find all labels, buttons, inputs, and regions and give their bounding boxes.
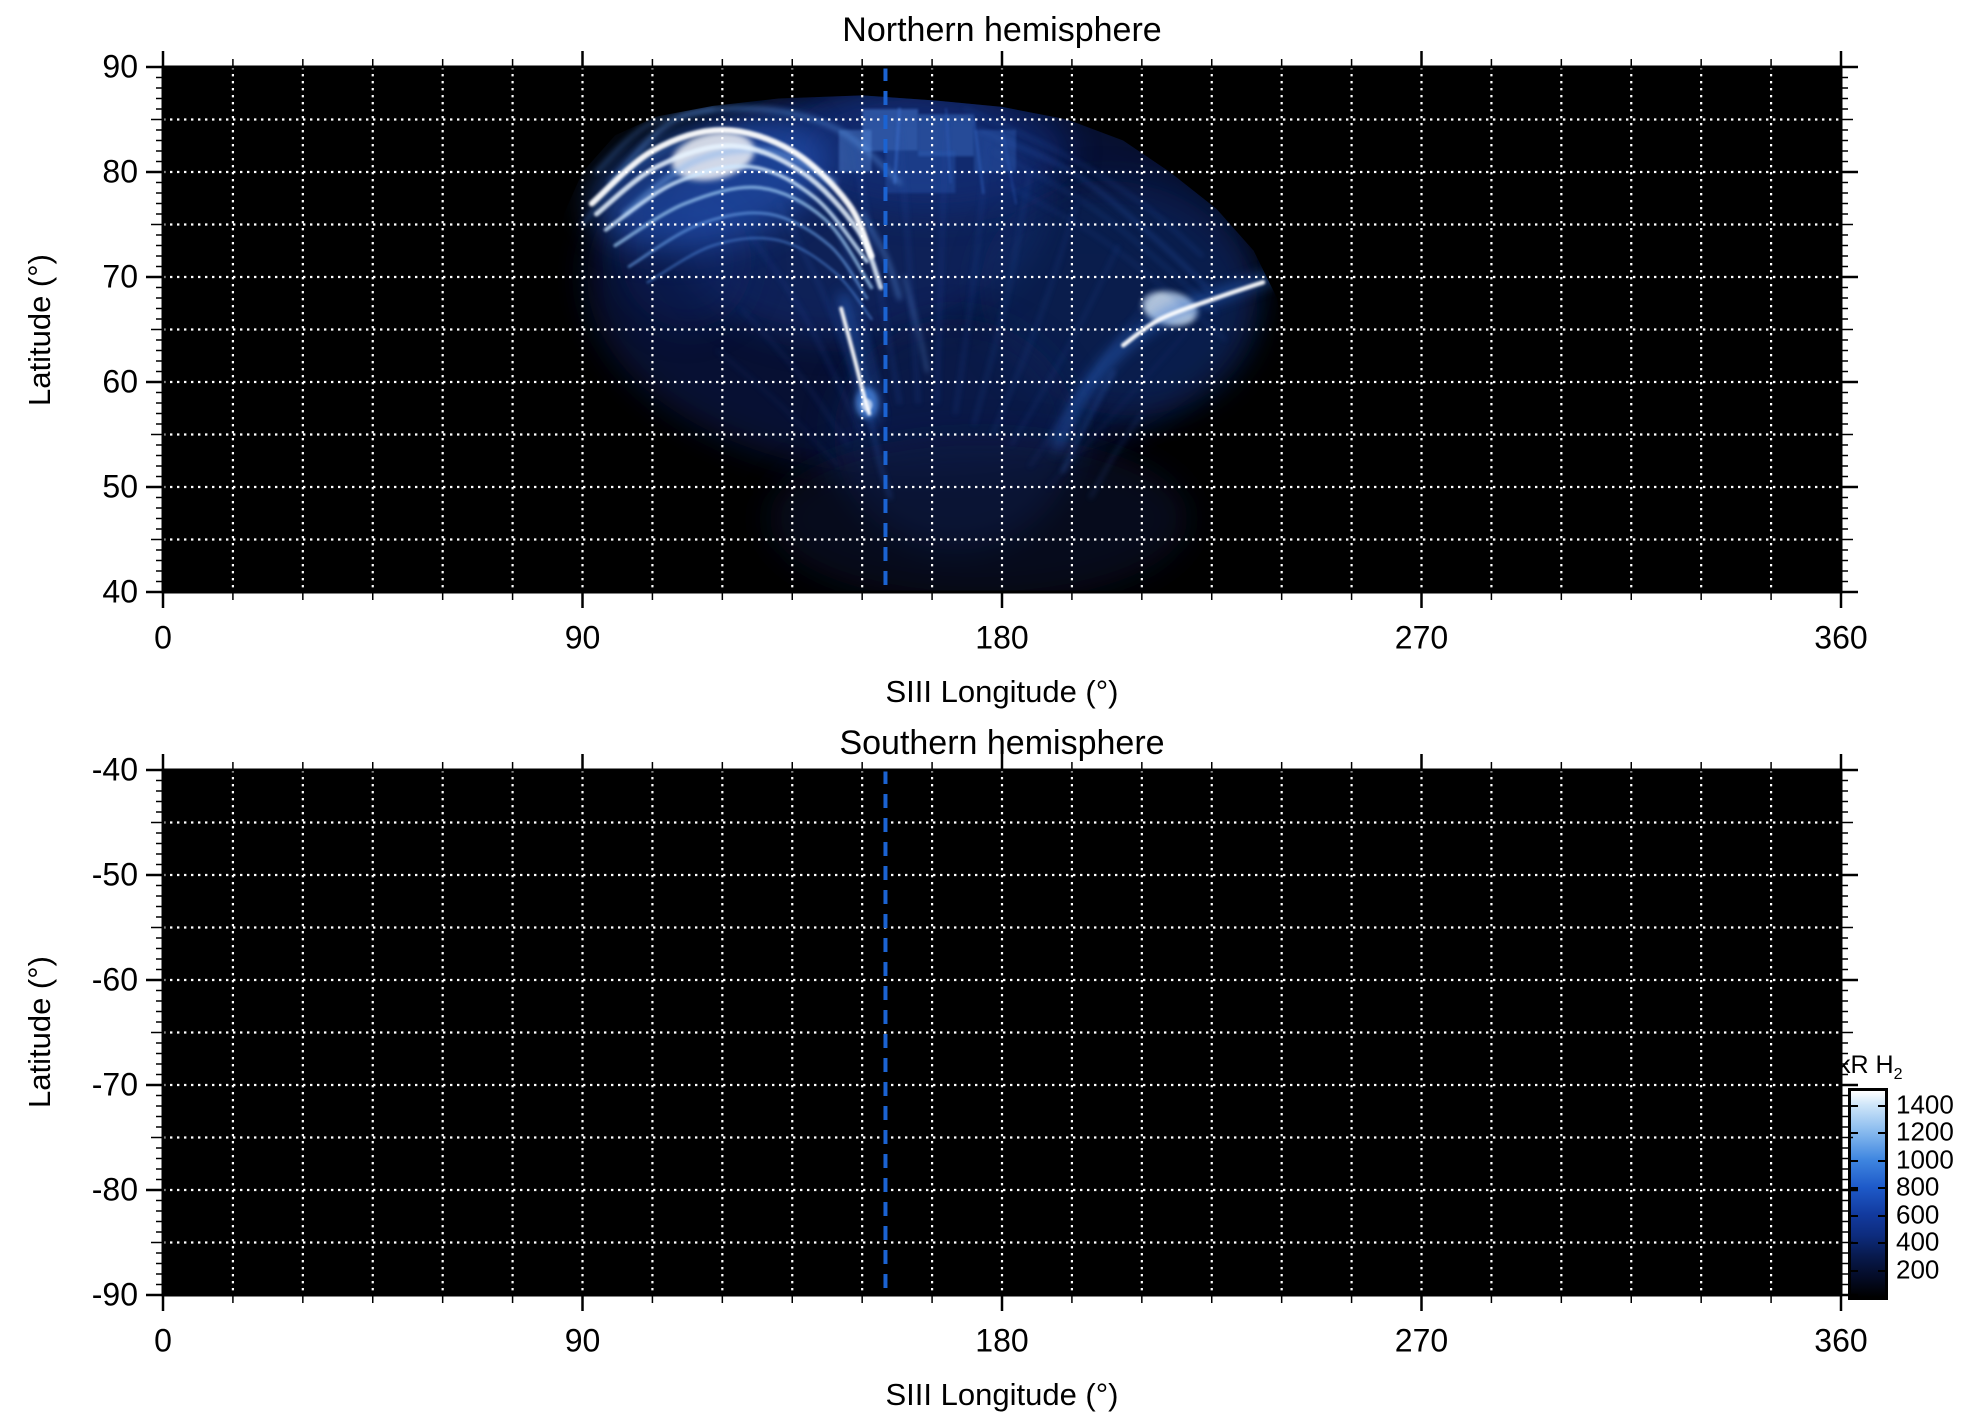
x-tick-label: 180 [975,1322,1029,1359]
north-x-axis-label: SIII Longitude (°) [885,674,1119,709]
x-tick-label: 270 [1394,619,1449,656]
colorbar-tick-label: 800 [1896,1171,1940,1202]
y-tick-label: -70 [91,1066,138,1103]
axis-ticks [146,51,1858,608]
x-tick-label: 180 [975,619,1029,656]
colorbar-tick [1851,1214,1858,1217]
y-tick-label: 80 [102,153,138,190]
y-tick-label: -90 [91,1276,138,1313]
aurora-streak [977,128,1209,289]
colorbar-tick-label: 1200 [1896,1116,1954,1147]
aurora-streak [1001,181,1227,341]
colorbar-tick-label: 200 [1896,1254,1940,1285]
aurora-streak [777,202,873,425]
colorbar-tick [1851,1187,1858,1190]
axis-ticks [146,754,1858,1311]
x-tick-label: 360 [1814,619,1868,656]
aurora-streak [621,147,837,217]
aurora-streak [893,107,901,184]
aurora-streak [935,118,948,404]
aurora-streak [749,234,864,436]
x-tick-label: 90 [564,619,601,656]
aurora-streak [1001,129,1017,205]
colorbar-tick-label: 600 [1896,1199,1940,1230]
aurora-streak [588,126,875,259]
x-tick-label: 0 [154,1322,172,1359]
colorbar-tick [1878,1242,1885,1245]
y-tick-label: -50 [91,856,138,893]
south-plot-background [163,770,1841,1295]
y-tick-label: 70 [102,258,138,295]
aurora-glow-blob [768,434,1189,592]
colorbar-tick [1878,1269,1885,1272]
aurora-streak [839,306,872,416]
aurora-streak [973,171,1031,425]
aurora-streak [594,107,715,174]
aurora-streak [646,236,873,321]
north-panel-plot [146,51,1858,608]
colorbar-tick [1851,1132,1858,1135]
aurora-streak [1089,412,1143,499]
colorbar-tick [1878,1104,1885,1107]
colorbar-tick [1851,1104,1858,1107]
x-tick-label: 270 [1394,1322,1449,1359]
y-tick-label: -40 [91,751,138,788]
colorbar-tick [1878,1159,1885,1162]
aurora-glow-blob [980,180,1258,416]
aurora-streak [898,129,920,404]
colorbar-tick [1851,1159,1858,1162]
colorbar-tick [1878,1214,1885,1217]
south-x-axis-label: SIII Longitude (°) [885,1377,1119,1412]
colorbar-tick-label: 1400 [1896,1089,1954,1120]
x-tick-label: 360 [1814,1322,1868,1359]
aurora-streak [603,164,869,264]
south-panel-plot [146,754,1858,1311]
colorbar-title-subscript: 2 [1893,1066,1903,1083]
colorbar-tick [1878,1132,1885,1135]
aurora-streak [945,108,952,184]
y-tick-label: 50 [102,468,138,505]
aurora-streak [869,422,892,499]
aurora-streak [954,139,990,415]
aurora-streak [739,307,850,446]
aurora-streak [972,118,985,195]
aurora-streak [627,211,869,300]
colorbar-tick-label: 1000 [1896,1144,1954,1175]
y-tick-label: 60 [102,363,138,400]
colorbar-tick [1851,1242,1858,1245]
x-tick-label: 90 [564,1322,601,1359]
aurora-streak [860,212,902,300]
north-panel-title: Northern hemisphere [842,11,1162,49]
colorbar-gradient [1851,1091,1885,1297]
y-tick-label: -80 [91,1171,138,1208]
aurora-streak [1061,370,1116,473]
aurora-streak [839,293,879,424]
y-tick-label: 90 [102,48,138,85]
y-tick-label: -60 [91,961,138,998]
y-tick-label: 40 [102,573,138,610]
aurora-streak [613,185,874,290]
aurora-streak [593,143,884,290]
aurora-streak [608,106,902,185]
colorbar-tick [1878,1187,1885,1190]
colorbar [1848,1088,1888,1300]
colorbar-tick [1851,1269,1858,1272]
aurora-streak [991,202,1078,436]
aurora-streak [1120,280,1266,348]
colorbar-tick-label: 400 [1896,1226,1940,1257]
aurora-streak [902,275,929,373]
x-tick-label: 0 [154,619,172,656]
aurora-streak [716,349,840,467]
